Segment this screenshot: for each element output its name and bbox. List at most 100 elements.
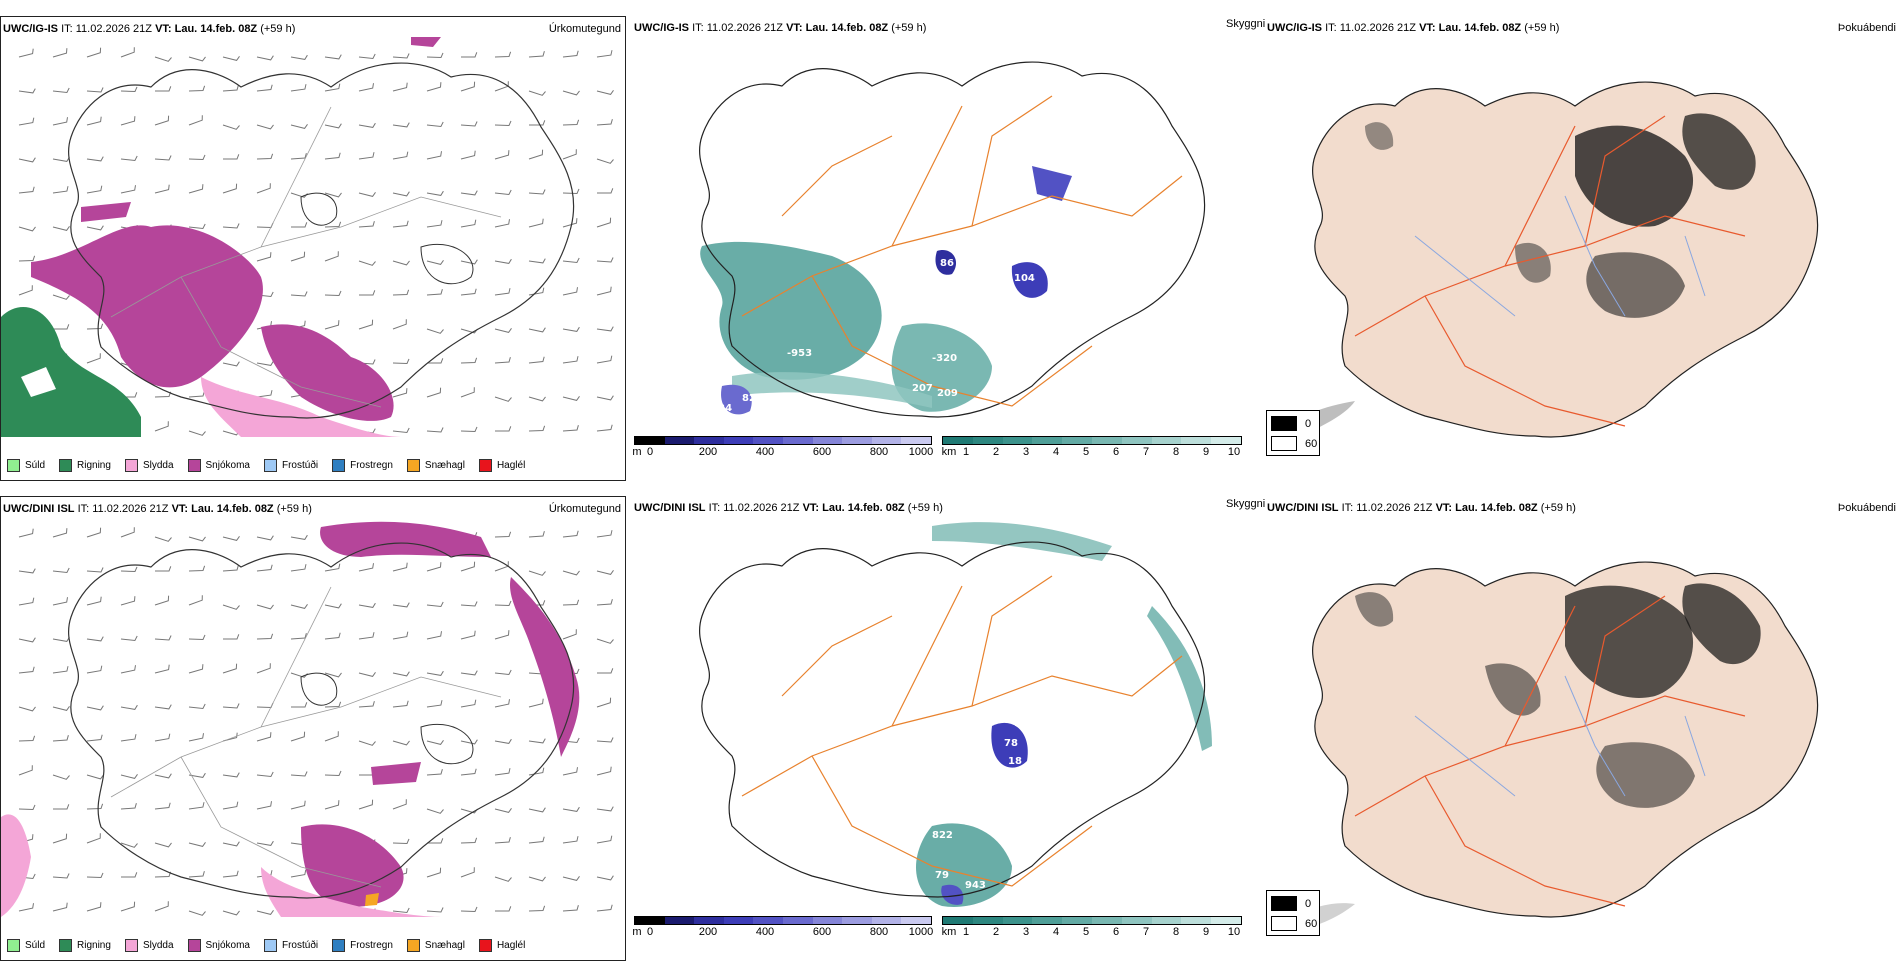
wind-barb (324, 152, 341, 160)
wind-barb (222, 870, 239, 878)
snow-area-north (411, 37, 441, 47)
roads (1354, 115, 1746, 427)
wind-barb (290, 731, 306, 742)
wind-barb (324, 251, 339, 262)
wind-barb (18, 903, 34, 912)
wind-barb (188, 910, 206, 916)
wind-barb (222, 663, 238, 674)
wind-barb (324, 320, 340, 330)
wind-barb (392, 82, 408, 92)
wind-barb (597, 668, 614, 674)
wind-barb (392, 631, 409, 640)
wind-barb (18, 666, 35, 674)
wind-barb (358, 701, 375, 708)
fog-patch-1 (1575, 125, 1694, 227)
wind-barb (52, 774, 70, 780)
rain-area (1, 307, 141, 437)
low-ceiling-patch-1 (991, 722, 1028, 768)
visibility-panel-bottom: UWC/DINI ISL IT: 11.02.2026 21Z VT: Lau.… (632, 496, 1265, 961)
fog-legend: 0 60 (1266, 890, 1320, 936)
wind-barb (18, 186, 35, 194)
wind-barb (120, 116, 136, 126)
wind-barb (359, 290, 376, 296)
wind-barb (154, 595, 170, 606)
ceiling-colorbar: m 0 200 400 600 800 1000 (632, 436, 933, 459)
wind-barb (324, 563, 341, 572)
wind-barb (52, 186, 69, 194)
panel-header: UWC/DINI ISL IT: 11.02.2026 21Z VT: Lau.… (1267, 502, 1576, 514)
wind-barb (290, 800, 306, 810)
wind-barb (324, 221, 342, 228)
wind-barb (52, 833, 68, 844)
wind-barb (222, 841, 240, 847)
wind-barb (426, 260, 444, 265)
legend-item-snow: Snjókoma (187, 459, 250, 472)
colorbar-unit: km (941, 446, 957, 458)
wind-barb (52, 873, 70, 879)
colorbar-unit: m (632, 926, 642, 938)
wind-barb (392, 671, 410, 677)
wind-barb (86, 774, 104, 780)
wind-barb (528, 531, 545, 538)
wind-barb (562, 876, 580, 881)
wind-barb (256, 801, 272, 810)
wind-barb (256, 840, 274, 846)
iceland-outline (699, 541, 1206, 898)
wind-barb (120, 803, 137, 810)
wind-barb (188, 703, 206, 710)
panel-title: Úrkomutegund (548, 503, 621, 515)
wind-barb (358, 799, 374, 810)
wind-barb (596, 424, 613, 432)
swatch (187, 939, 201, 952)
wind-barb (223, 634, 240, 640)
wind-barb (155, 566, 172, 572)
wind-barb (358, 53, 376, 60)
fog-map (1275, 81, 1819, 446)
wind-barb (426, 601, 444, 608)
wind-barb (18, 285, 33, 296)
wind-barb (188, 733, 204, 742)
legend-item-freezing-rain: Frostregn (332, 459, 393, 472)
wind-barb (52, 597, 68, 606)
wind-barb (596, 257, 614, 263)
wind-barb (392, 427, 410, 434)
wind-barb (596, 570, 614, 575)
wind-barb (290, 124, 308, 129)
wind-barb (18, 255, 36, 262)
wind-barb (256, 252, 272, 262)
wind-barb (324, 800, 340, 810)
tick-label: 3 (1022, 446, 1030, 458)
wind-barb (597, 188, 614, 194)
wind-barb (256, 390, 273, 398)
wind-barb (86, 705, 104, 711)
low-ceiling-patch-3 (1032, 166, 1072, 201)
wind-barb (460, 561, 476, 572)
wind-barb (256, 124, 274, 130)
wind-barb (86, 833, 101, 844)
wind-barb (460, 739, 478, 745)
wind-barb (426, 670, 444, 676)
ceiling-label: 86 (940, 258, 954, 269)
wind-barb (392, 907, 410, 914)
wind-barb (222, 223, 240, 229)
wind-barb (52, 636, 70, 642)
wind-barb (53, 324, 70, 330)
wind-barb (460, 768, 477, 776)
wind-barb (290, 534, 308, 540)
wind-barb (86, 47, 102, 58)
wind-barb (154, 901, 169, 912)
wind-barb (324, 83, 341, 92)
wind-barb (324, 54, 342, 60)
visibility-colorbar: km 1 2 3 4 5 6 7 8 9 10 (942, 916, 1242, 939)
tick-label: 400 (755, 446, 775, 458)
fog-legend-row: 60 (1271, 916, 1317, 931)
wind-barb (460, 670, 478, 676)
wind-barb (392, 191, 410, 197)
legend-item-drizzle: Súld (7, 939, 45, 952)
swatch (332, 459, 346, 472)
wind-barb (562, 149, 577, 160)
wind-barb (120, 635, 138, 642)
tick-label: 8 (1172, 446, 1180, 458)
wind-barb (86, 353, 101, 364)
wind-barb (494, 328, 512, 333)
